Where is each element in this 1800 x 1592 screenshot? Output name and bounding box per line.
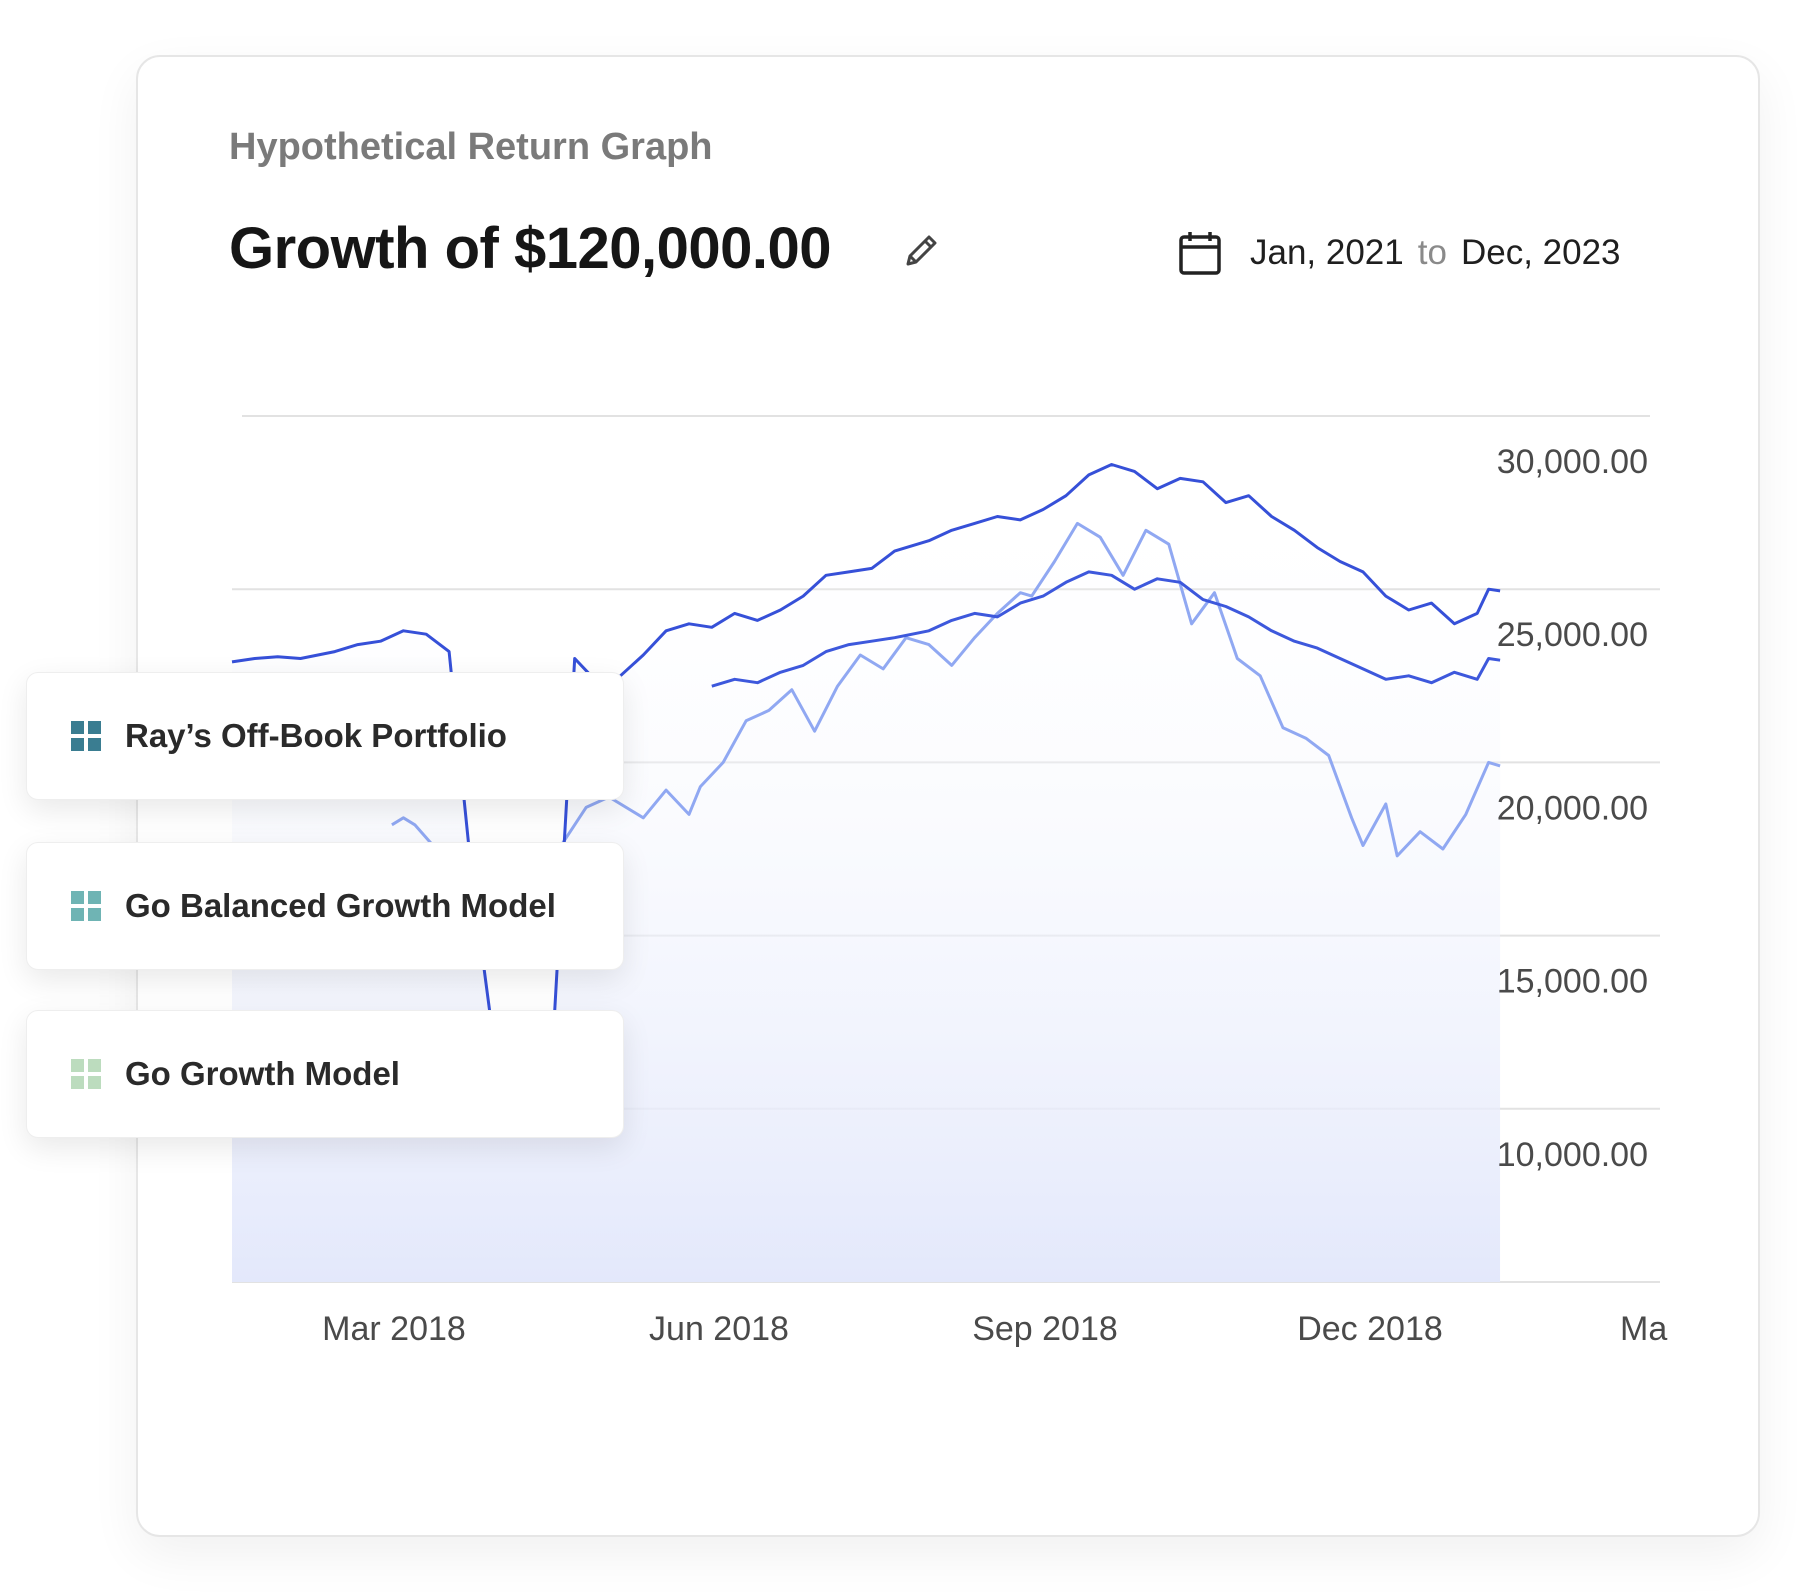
y-tick-label: 30,000.00: [1497, 443, 1648, 481]
legend-label: Ray’s Off-Book Portfolio: [125, 717, 507, 754]
x-tick-label: Jun 2018: [649, 1310, 789, 1348]
x-tick-label: Mar 2018: [322, 1310, 466, 1348]
legend-item-go-balanced-growth-model[interactable]: Go Balanced Growth Model: [26, 842, 624, 970]
y-tick-label: 10,000.00: [1497, 1136, 1648, 1174]
grid-icon-cells: [71, 1059, 101, 1089]
grid-icon-cells: [71, 721, 101, 751]
x-tick-label: Ma: [1620, 1310, 1667, 1348]
date-range-end: Dec, 2023: [1460, 233, 1621, 272]
y-tick-label: 15,000.00: [1497, 963, 1648, 1001]
pencil-icon: [906, 235, 937, 266]
grid-icon-cells: [71, 891, 101, 921]
date-range-start: Jan, 2021: [1250, 233, 1404, 272]
grid-icon: [71, 721, 101, 751]
grid-icon: [71, 1059, 101, 1089]
card-subtitle: Hypothetical Return Graph: [229, 126, 713, 168]
series-line-2: [711, 570, 1501, 688]
legend-label: Go Growth Model: [125, 1055, 400, 1092]
legend-label: Go Balanced Growth Model: [125, 887, 556, 924]
y-tick-label: 20,000.00: [1497, 789, 1648, 827]
edit-amount-button[interactable]: [900, 228, 944, 272]
x-tick-label: Dec 2018: [1297, 1310, 1443, 1348]
legend-item-rays-off-book-portfolio[interactable]: Ray’s Off-Book Portfolio: [26, 672, 624, 800]
calendar-icon: [1179, 232, 1221, 275]
date-range-separator: to: [1417, 233, 1447, 272]
legend-item-go-growth-model[interactable]: Go Growth Model: [26, 1010, 624, 1138]
x-tick-label: Sep 2018: [972, 1310, 1118, 1348]
y-tick-label: 25,000.00: [1497, 616, 1648, 654]
series-line-3: [391, 521, 1501, 931]
date-range-picker[interactable]: Jan, 2021 to Dec, 2023: [1178, 228, 1621, 278]
page-title: Growth of $120,000.00: [229, 216, 831, 281]
grid-icon: [71, 891, 101, 921]
